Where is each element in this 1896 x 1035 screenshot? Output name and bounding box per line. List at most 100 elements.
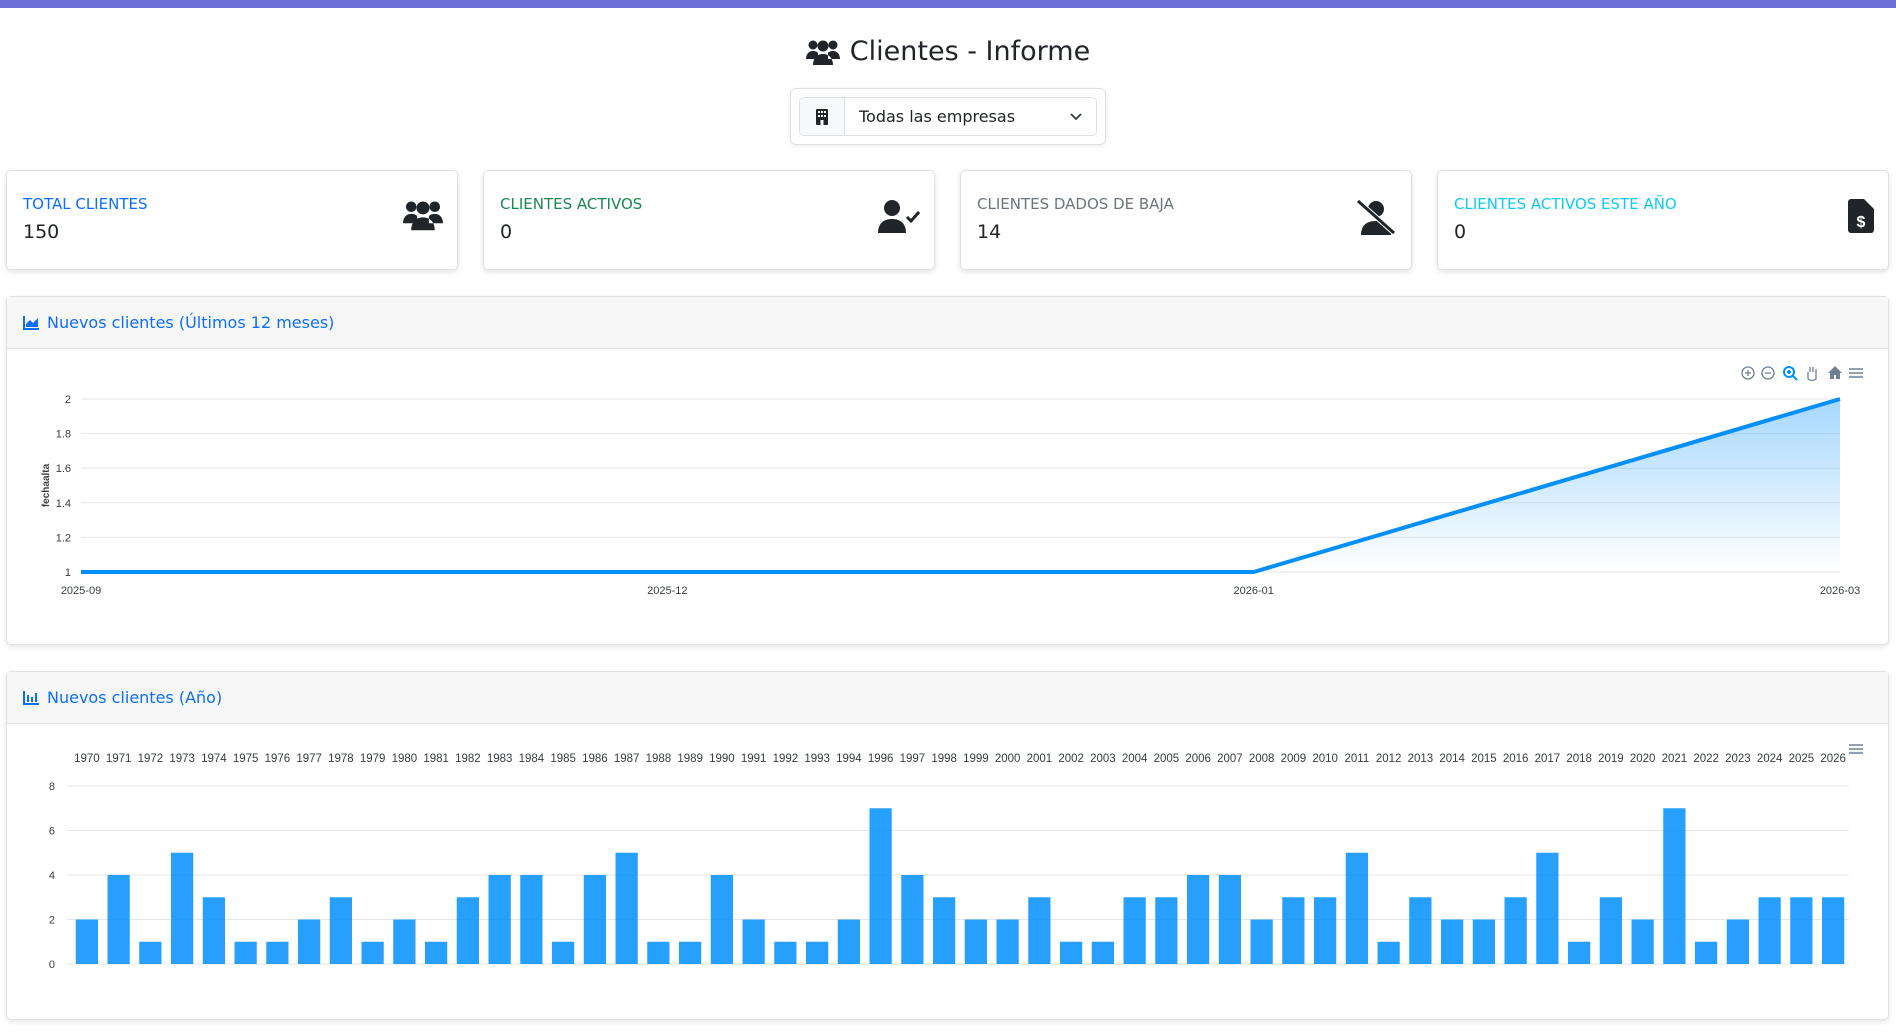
zoom-out-icon[interactable] (1761, 366, 1775, 380)
company-filter: Todas las empresas (790, 88, 1106, 145)
x-tick-label: 1990 (709, 753, 735, 765)
bar (1695, 941, 1718, 964)
x-tick-label: 1993 (804, 753, 830, 765)
bar (1472, 919, 1495, 964)
bar (1790, 897, 1813, 964)
x-tick-label: 2009 (1281, 753, 1307, 765)
bar (1155, 897, 1178, 964)
x-tick-label: 2012 (1376, 753, 1402, 765)
y-tick-label: 8 (49, 781, 55, 793)
x-tick-label: 2010 (1312, 753, 1338, 765)
x-tick-label: 2013 (1408, 753, 1434, 765)
bar (933, 897, 956, 964)
x-tick-label: 2014 (1439, 753, 1465, 765)
x-tick-label: 1976 (265, 753, 291, 765)
series-line (81, 397, 1841, 574)
x-tick-label: 2001 (1027, 753, 1053, 765)
x-tick-label: 2007 (1217, 753, 1243, 765)
x-tick-label: 2024 (1757, 753, 1783, 765)
x-tick-label: 2019 (1598, 753, 1624, 765)
bar (1187, 875, 1210, 964)
bar (298, 919, 321, 964)
bar (1345, 852, 1368, 964)
x-tick-label: 1991 (741, 753, 767, 765)
x-tick-label: 1988 (646, 753, 672, 765)
x-tick-label: 1974 (201, 753, 227, 765)
x-tick-label: 2025-12 (647, 585, 687, 597)
bar-chart-title: Nuevos clientes (Año) (47, 688, 223, 707)
x-tick-label: 2017 (1535, 753, 1561, 765)
home-icon[interactable] (1828, 366, 1842, 379)
user-slash-icon (1356, 199, 1396, 235)
bar (1282, 897, 1305, 964)
card-label: Total Clientes (23, 195, 148, 213)
bar (1409, 897, 1432, 964)
x-tick-label: 1971 (106, 753, 132, 765)
company-select[interactable]: Todas las empresas (799, 97, 1097, 136)
bar (1250, 919, 1273, 964)
card-clientes-activos: Clientes Activos 0 (483, 170, 935, 270)
bar (266, 941, 289, 964)
x-tick-label: 1978 (328, 753, 354, 765)
menu-icon[interactable] (1849, 368, 1863, 378)
card-label: Clientes activos este año (1454, 195, 1677, 213)
bar (964, 919, 987, 964)
x-tick-label: 1997 (900, 753, 926, 765)
bar (1060, 941, 1083, 964)
card-activos-este-ano: Clientes activos este año 0 $ (1437, 170, 1889, 270)
pan-icon[interactable] (1807, 367, 1817, 382)
bar (456, 897, 479, 964)
bar (901, 875, 924, 964)
bar (361, 941, 384, 964)
bar (1091, 941, 1114, 964)
top-accent-bar (0, 0, 1896, 8)
card-value: 0 (1454, 221, 1467, 243)
x-tick-label: 2026-01 (1233, 585, 1273, 597)
x-tick-label: 2004 (1122, 753, 1148, 765)
zoom-in-icon[interactable] (1741, 366, 1755, 380)
x-tick-label: 2021 (1662, 753, 1688, 765)
y-tick-label: 1.2 (56, 532, 71, 544)
svg-text:$: $ (1857, 214, 1866, 231)
bar (1218, 875, 1241, 964)
x-tick-label: 1996 (868, 753, 894, 765)
x-tick-label: 1989 (677, 753, 703, 765)
x-tick-label: 2015 (1471, 753, 1497, 765)
x-tick-label: 2026-03 (1820, 585, 1860, 597)
bar (1726, 919, 1749, 964)
y-tick-label: 1 (65, 567, 71, 579)
line-chart-panel: Nuevos clientes (Últimos 12 meses) 1 1.2 1… (6, 296, 1889, 645)
x-tick-label: 2006 (1185, 753, 1211, 765)
bar (234, 941, 257, 964)
y-tick-label: 1.6 (56, 463, 71, 475)
bar (647, 941, 670, 964)
x-tick-label: 1998 (931, 753, 957, 765)
x-tick-label: 1985 (550, 753, 576, 765)
x-tick-label: 1980 (392, 753, 418, 765)
bar (837, 919, 860, 964)
bar (742, 919, 765, 964)
bar (1631, 919, 1654, 964)
x-tick-label: 1994 (836, 753, 862, 765)
x-tick-label: 2018 (1566, 753, 1592, 765)
y-tick-label: 2 (49, 915, 55, 927)
x-tick-label: 1986 (582, 753, 608, 765)
bar (107, 875, 130, 964)
building-icon (816, 108, 828, 125)
x-tick-label: 1977 (296, 753, 322, 765)
menu-icon[interactable] (1849, 744, 1863, 754)
x-tick-label: 1984 (519, 753, 545, 765)
y-tick-label: 2 (65, 394, 71, 406)
card-total-clientes: Total Clientes 150 (6, 170, 458, 270)
users-icon (805, 40, 840, 65)
zoom-select-icon[interactable] (1783, 366, 1798, 381)
x-tick-label: 1983 (487, 753, 513, 765)
bar (1504, 897, 1527, 964)
bar (520, 875, 543, 964)
bar (425, 941, 448, 964)
bar (552, 941, 575, 964)
bar (710, 875, 733, 964)
bar (679, 941, 702, 964)
bar (329, 897, 352, 964)
bar (171, 852, 194, 964)
